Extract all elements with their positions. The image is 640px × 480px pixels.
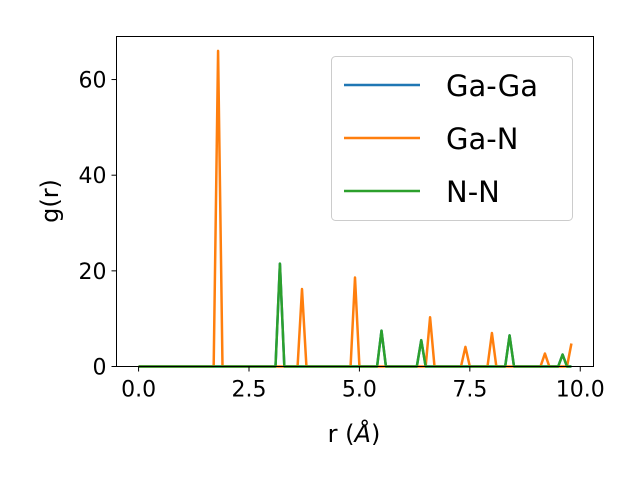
x-tick-label: 2.5 — [232, 378, 267, 403]
x-tick-label: 0.0 — [121, 378, 156, 403]
y-tick-label: 0 — [93, 356, 107, 381]
legend-label-ga-ga: Ga-Ga — [446, 69, 538, 103]
y-axis-label: g(r) — [36, 179, 64, 223]
x-tick-label: 5.0 — [342, 378, 377, 403]
y-tick-label: 40 — [79, 164, 107, 189]
x-axis-label: r (Å) — [328, 419, 381, 448]
legend-label-ga-n: Ga-N — [446, 122, 518, 156]
y-axis-ticks: 0 20 40 60 — [79, 69, 117, 381]
y-tick-label: 60 — [79, 69, 107, 94]
legend-frame — [331, 56, 573, 221]
x-tick-label: 10.0 — [556, 378, 605, 403]
plot-frame — [116, 36, 594, 367]
x-tick-label: 7.5 — [452, 378, 487, 403]
x-axis-ticks: 0.0 2.5 5.0 7.5 10.0 — [121, 366, 605, 403]
legend: Ga-Ga Ga-N N-N — [331, 56, 573, 221]
legend-label-n-n: N-N — [446, 175, 500, 209]
y-tick-label: 20 — [79, 260, 107, 285]
